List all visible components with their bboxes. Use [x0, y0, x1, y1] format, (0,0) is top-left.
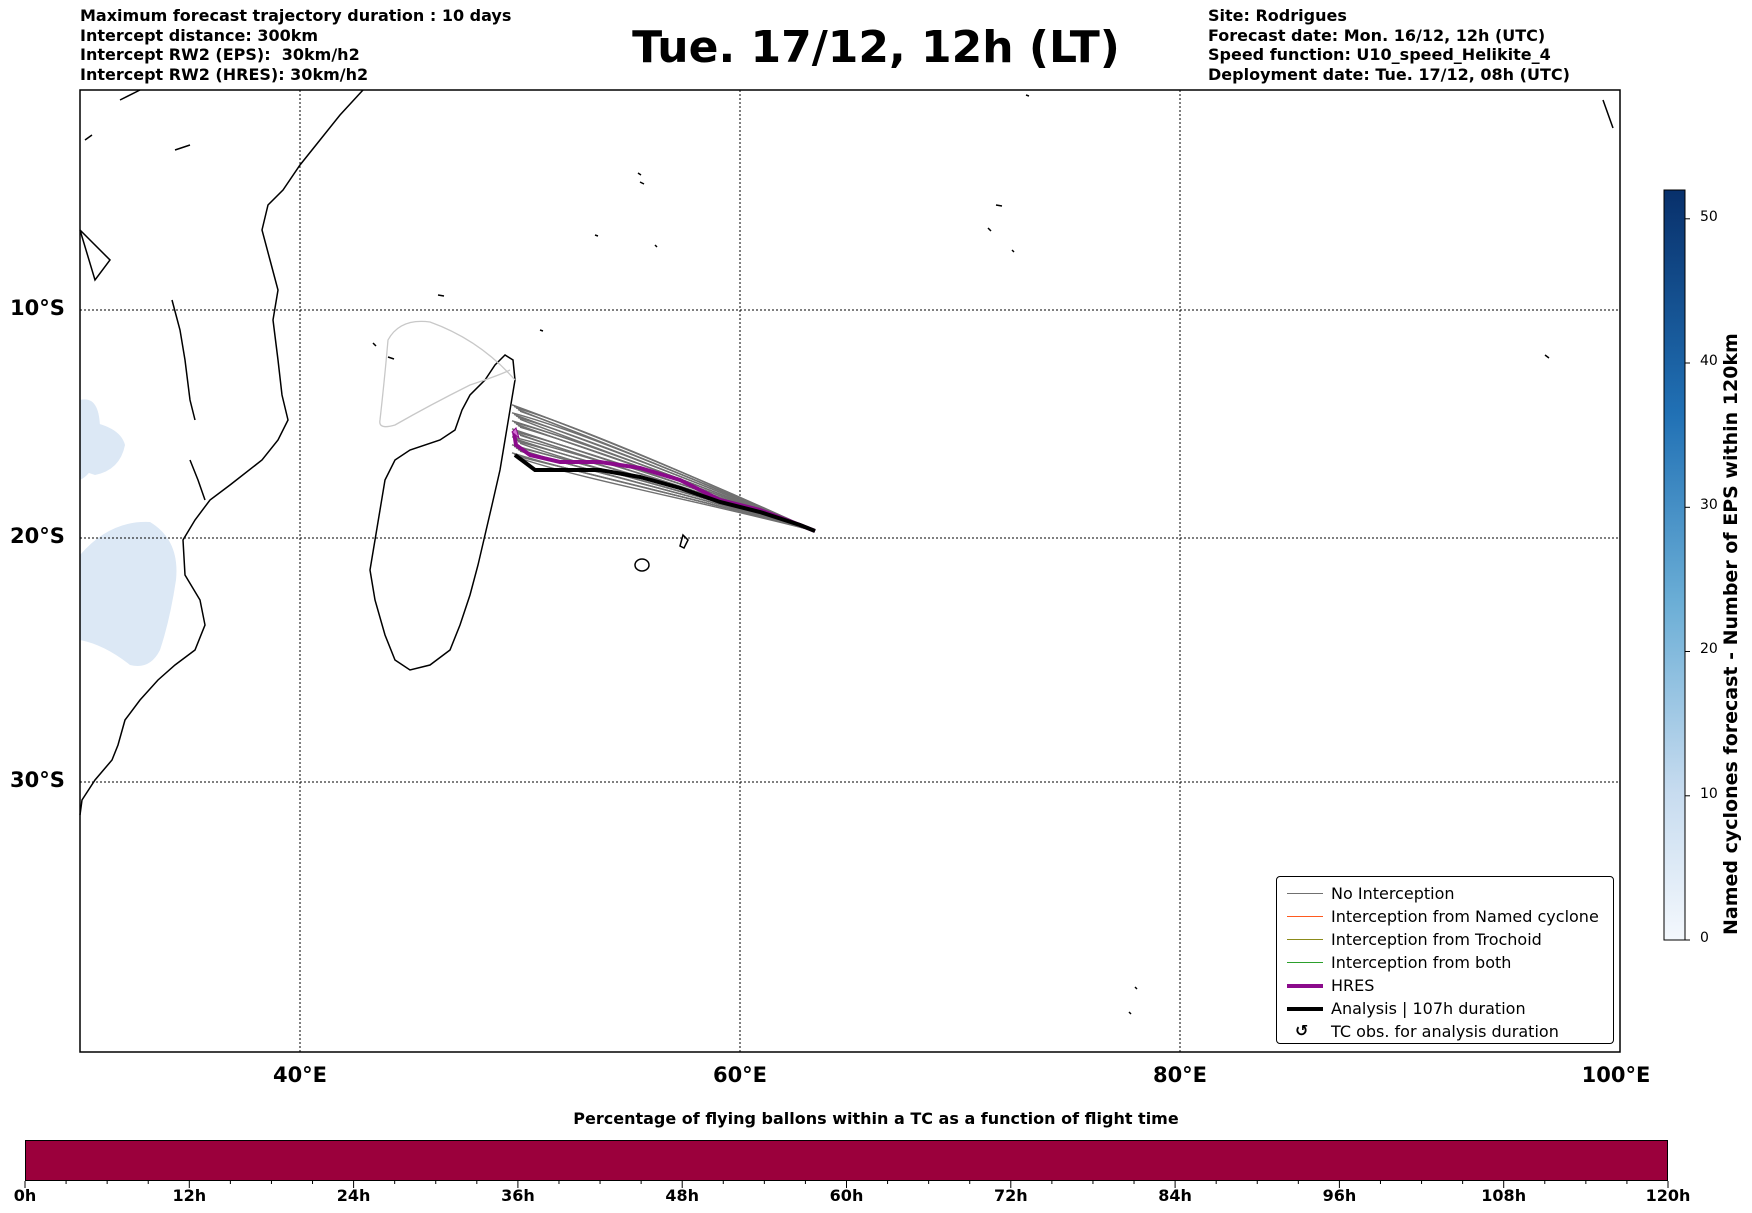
- tc-obs-icon: ↺: [1295, 1021, 1309, 1040]
- flight-bar-label: 60h: [829, 1186, 864, 1205]
- cyclone-density-shading: [80, 399, 177, 666]
- map-title: Tue. 17/12, 12h (LT): [632, 22, 1120, 73]
- outlier-track: [379, 320, 516, 428]
- flight-bar-label: 108h: [1481, 1186, 1527, 1205]
- analysis-track: [513, 453, 816, 533]
- madagascar-coastline: [369, 354, 516, 671]
- flight-bar-label: 12h: [172, 1186, 207, 1205]
- hres-start-marker: [511, 427, 520, 440]
- flight-time-bar: [25, 1140, 1668, 1181]
- lon-label-80e: 80°E: [1152, 1063, 1208, 1087]
- lat-label-30s: 30°S: [10, 768, 65, 792]
- legend-label: No Interception: [1331, 884, 1455, 903]
- header-info-left: Maximum forecast trajectory duration : 1…: [80, 6, 511, 84]
- legend-label: Interception from Trochoid: [1331, 930, 1542, 949]
- reunion-island: [634, 558, 650, 572]
- flight-bar-label: 84h: [1158, 1186, 1192, 1205]
- header-right-line: Site: Rodrigues: [1208, 6, 1347, 25]
- flight-bar-label: 120h: [1645, 1186, 1691, 1205]
- flight-bar-label: 72h: [993, 1186, 1028, 1205]
- header-left-line: Intercept RW2 (HRES): 30km/h2: [80, 64, 369, 84]
- legend-item-hres: HRES: [1277, 975, 1613, 997]
- flight-bar-label: 36h: [501, 1186, 535, 1205]
- colorbar-tick-label: 20: [1700, 641, 1718, 657]
- legend-item-tc-obs: ↺ TC obs. for analysis duration: [1277, 1021, 1613, 1043]
- colorbar-gradient: [1663, 189, 1686, 941]
- colorbar-tick-label: 10: [1700, 786, 1718, 802]
- legend-item-named-cyclone: Interception from Named cyclone: [1277, 906, 1613, 928]
- legend-swatch: [1287, 1007, 1323, 1011]
- header-right-line: Forecast date: Mon. 16/12, 12h (UTC): [1208, 25, 1546, 45]
- map-grid: [80, 90, 1620, 1052]
- legend-swatch: [1287, 916, 1323, 917]
- lon-label-40e: 40°E: [272, 1063, 328, 1087]
- legend-swatch: [1287, 962, 1323, 963]
- legend-label: TC obs. for analysis duration: [1331, 1022, 1559, 1041]
- legend-swatch: [1287, 893, 1323, 894]
- legend-item-both: Interception from both: [1277, 952, 1613, 974]
- legend-swatch: [1287, 939, 1323, 940]
- lon-label-100e: 100°E: [1581, 1063, 1651, 1087]
- colorbar-tick-label: 40: [1700, 353, 1718, 369]
- legend-item-no-interception: No Interception: [1277, 883, 1613, 905]
- map-frame: [79, 89, 1621, 1053]
- lake-malawi: [189, 459, 206, 501]
- mauritius-island: [679, 533, 689, 550]
- colorbar-tick-label: 0: [1700, 930, 1709, 946]
- small-islands: [372, 94, 1614, 1015]
- lake-tanganyika: [171, 299, 196, 421]
- map-legend: No Interception Interception from Named …: [1276, 876, 1614, 1044]
- eps-track: [517, 456, 816, 532]
- legend-swatch: [1287, 984, 1323, 988]
- colorbar-tick-label: 30: [1700, 497, 1718, 513]
- legend-label: Interception from both: [1331, 953, 1512, 972]
- header-right-line: Speed function: U10_speed_Helikite_4: [1208, 45, 1551, 64]
- flight-bar-ticks: [24, 1181, 1669, 1188]
- legend-item-trochoid: Interception from Trochoid: [1277, 929, 1613, 951]
- colorbar-ticks: [1685, 218, 1690, 941]
- northern-coast-bits: [79, 89, 191, 282]
- flight-bar-label: 24h: [336, 1186, 371, 1205]
- flight-bar-label: 96h: [1322, 1186, 1357, 1205]
- flight-bar-label: 48h: [665, 1186, 700, 1205]
- header-right-line: Deployment date: Tue. 17/12, 08h (UTC): [1208, 64, 1570, 84]
- legend-label: HRES: [1331, 976, 1375, 995]
- header-left-line: Intercept RW2 (EPS): 30km/h2: [80, 45, 360, 64]
- legend-label: Analysis | 107h duration: [1331, 999, 1526, 1018]
- header-left-line: Intercept distance: 300km: [80, 25, 319, 45]
- lon-label-60e: 60°E: [712, 1063, 768, 1087]
- africa-coastline: [79, 89, 364, 816]
- header-left-line: Maximum forecast trajectory duration : 1…: [80, 6, 512, 25]
- flight-bar-label: 0h: [13, 1186, 37, 1205]
- lat-label-20s: 20°S: [10, 524, 65, 548]
- colorbar-tick-label: 50: [1700, 209, 1718, 225]
- coastlines: [79, 89, 1614, 1015]
- header-info-right: Site: Rodrigues Forecast date: Mon. 16/12…: [1208, 6, 1570, 84]
- legend-label: Interception from Named cyclone: [1331, 907, 1599, 926]
- legend-item-analysis: Analysis | 107h duration: [1277, 998, 1613, 1020]
- flight-bar-title: Percentage of flying ballons within a TC…: [573, 1109, 1179, 1128]
- colorbar-title: Named cyclones forecast - Number of EPS …: [1720, 333, 1742, 935]
- lat-label-10s: 10°S: [10, 296, 65, 320]
